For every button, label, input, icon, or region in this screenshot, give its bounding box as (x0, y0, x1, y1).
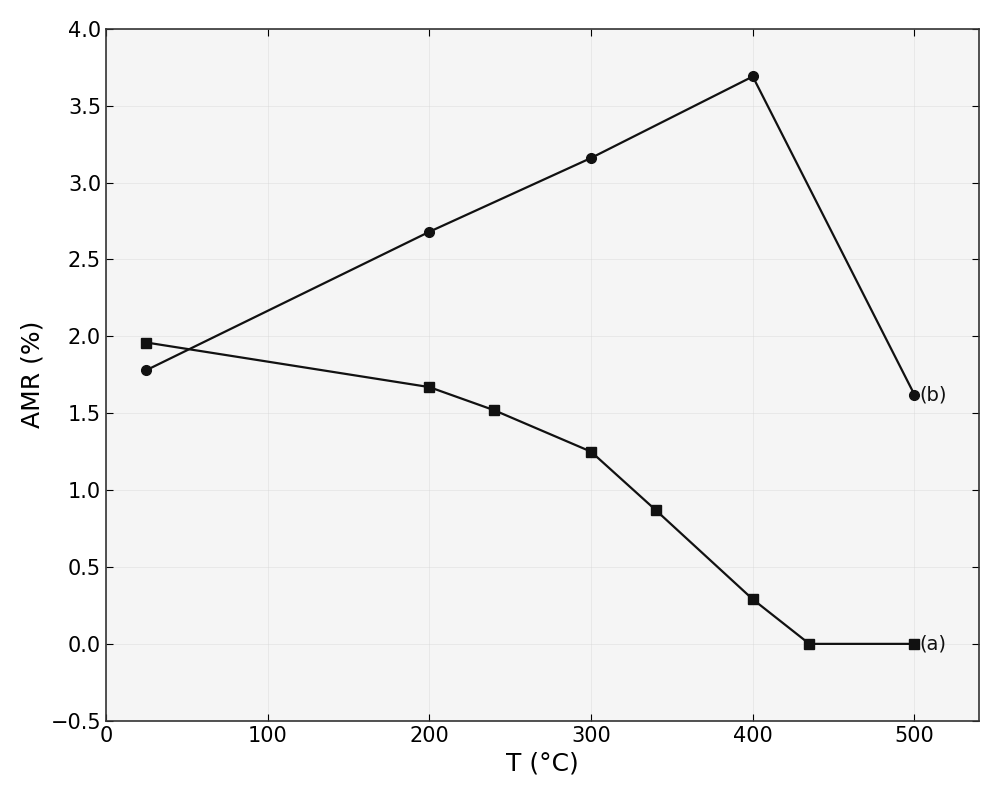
Y-axis label: AMR (%): AMR (%) (21, 321, 45, 428)
X-axis label: T (°C): T (°C) (506, 751, 579, 775)
Text: (b): (b) (919, 385, 947, 404)
Text: (a): (a) (919, 634, 946, 654)
